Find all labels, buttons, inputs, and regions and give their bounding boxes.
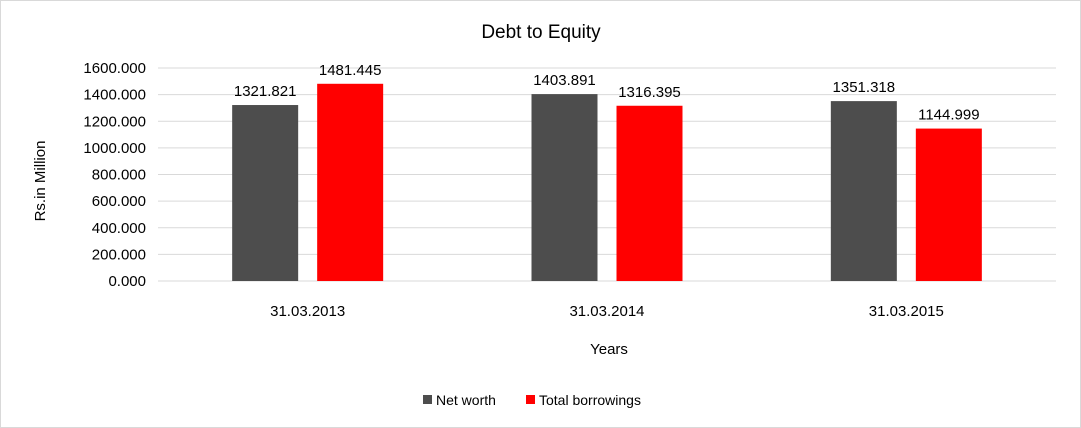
y-tick-label: 1400.000 bbox=[83, 87, 146, 104]
x-tick-label: 31.03.2013 bbox=[270, 303, 345, 320]
bar-groups: 1321.821 1481.445 1403.891 1316.395 1351.318… bbox=[232, 62, 982, 282]
chart-title: Debt to Equity bbox=[481, 22, 601, 43]
legend-swatch bbox=[423, 395, 432, 404]
y-tick-label: 1000.000 bbox=[83, 140, 146, 157]
y-tick-label: 0.000 bbox=[108, 273, 146, 290]
bar-group: 1403.891 1316.395 bbox=[531, 72, 683, 281]
y-tick-label: 400.000 bbox=[92, 220, 146, 237]
legend-label: Net worth bbox=[436, 392, 496, 408]
bar bbox=[317, 83, 384, 282]
x-axis-label: Years bbox=[590, 341, 628, 358]
grid-lines bbox=[158, 67, 1056, 282]
y-axis-label: Rs.in Million bbox=[32, 141, 49, 222]
legend: Net worth Total borrowings bbox=[423, 392, 641, 408]
data-label: 1321.821 bbox=[234, 83, 297, 100]
bar-group: 1351.318 1144.999 bbox=[830, 79, 982, 281]
data-label: 1144.999 bbox=[918, 107, 979, 124]
data-label: 1316.395 bbox=[618, 84, 681, 101]
x-tick-label: 31.03.2015 bbox=[869, 303, 944, 320]
bar-group: 1321.821 1481.445 bbox=[232, 62, 384, 282]
legend-item: Net worth bbox=[423, 392, 496, 408]
y-tick-label: 600.000 bbox=[92, 193, 146, 210]
y-tick-label: 1600.000 bbox=[83, 60, 146, 77]
data-label: 1481.445 bbox=[319, 62, 382, 79]
legend-item: Total borrowings bbox=[526, 392, 641, 408]
bar bbox=[232, 105, 299, 281]
data-label: 1351.318 bbox=[833, 79, 896, 96]
x-tick-label: 31.03.2014 bbox=[569, 303, 644, 320]
bar bbox=[915, 128, 982, 281]
y-tick-label: 1200.000 bbox=[83, 113, 146, 130]
y-axis-ticks: 0.000 200.000 400.000 600.000 800.000 1000.00… bbox=[83, 60, 146, 290]
data-label: 1403.891 bbox=[533, 72, 596, 89]
bar bbox=[830, 101, 897, 281]
legend-swatch bbox=[526, 395, 535, 404]
y-tick-label: 200.000 bbox=[92, 246, 146, 263]
x-axis-ticks: 31.03.2013 31.03.2014 31.03.2015 bbox=[270, 303, 944, 320]
legend-label: Total borrowings bbox=[539, 392, 641, 408]
y-tick-label: 800.000 bbox=[92, 167, 146, 184]
bar bbox=[531, 94, 598, 281]
bar bbox=[616, 105, 683, 281]
